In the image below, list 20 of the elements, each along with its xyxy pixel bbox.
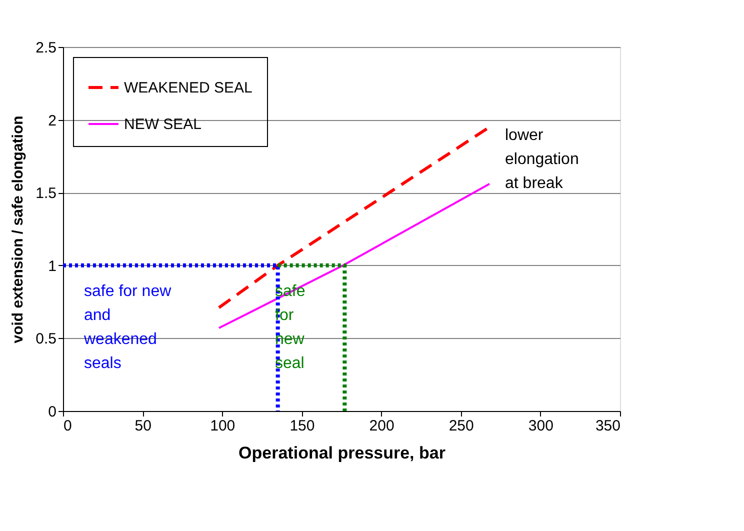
annotation: safe for new and weakened seals	[83, 283, 172, 372]
y-tick-label: 1	[48, 258, 56, 275]
y-axis-title: void extension / safe elongation	[10, 116, 27, 344]
x-axis-title: Operational pressure, bar	[238, 444, 446, 462]
y-tick-label: 1.5	[36, 185, 56, 202]
legend-label: NEW SEAL	[124, 116, 202, 133]
x-tick-label: 150	[290, 418, 315, 434]
legend-label: WEAKENED SEAL	[124, 80, 252, 96]
x-tick-label: 50	[134, 418, 152, 434]
x-tick-label: 250	[448, 418, 474, 434]
x-tick-label: 300	[528, 418, 554, 434]
x-tick-label: 200	[369, 418, 394, 434]
y-tick-label: 0.5	[36, 330, 56, 348]
y-tick-label: 0	[48, 404, 56, 420]
x-tick-label: 100	[210, 418, 236, 434]
y-tick-label: 2.5	[36, 40, 56, 56]
x-tick-label: 0	[64, 418, 72, 434]
annotation: lower elongation at break	[505, 127, 579, 192]
y-tick-label: 2	[48, 112, 56, 130]
x-tick-label: 350	[595, 418, 620, 434]
